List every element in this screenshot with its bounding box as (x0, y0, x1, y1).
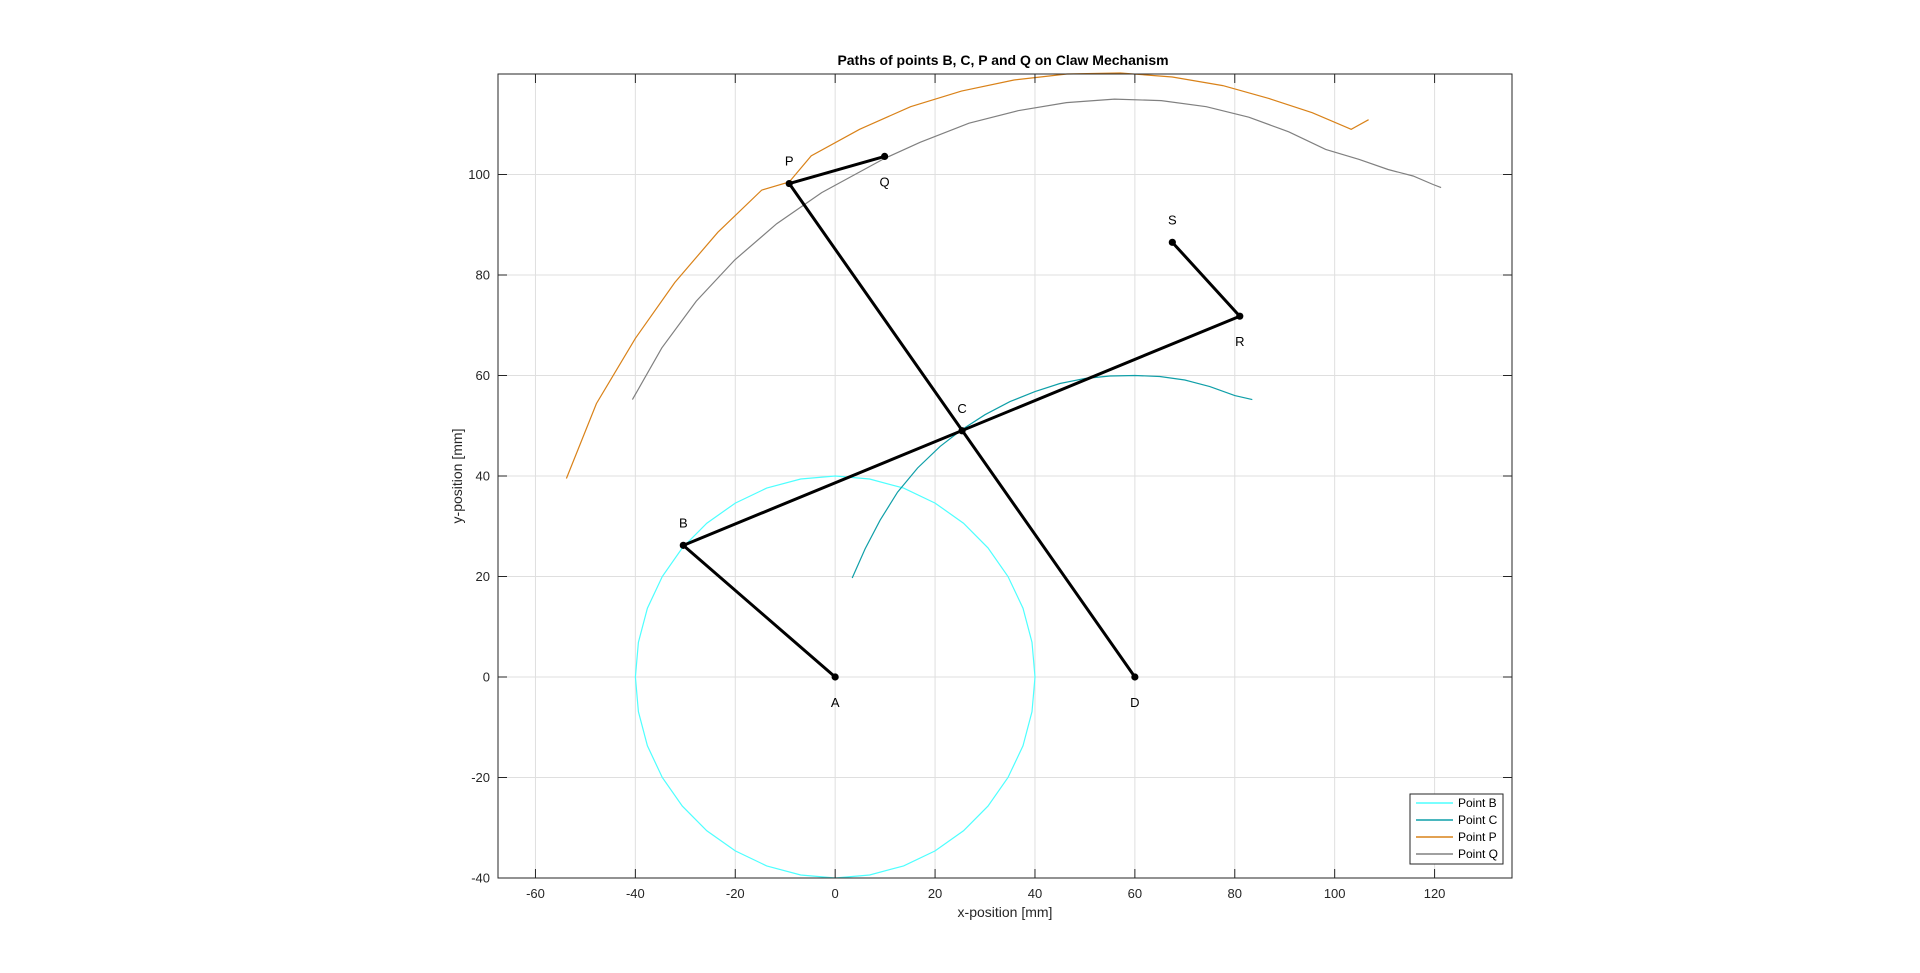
link-rs (1170, 240, 1242, 318)
y-tick-label: 20 (476, 569, 490, 584)
joint-a (831, 673, 839, 681)
x-tick-label: 80 (1228, 886, 1242, 901)
x-tick-label: 60 (1128, 886, 1142, 901)
x-tick-labels: -60 -40 -20 0 20 40 60 80 100 120 (526, 886, 1445, 901)
y-axis-label: y-position [mm] (449, 429, 465, 524)
y-tick-label: 40 (476, 469, 490, 484)
joint-label-c: C (957, 401, 966, 416)
y-tick-label: 0 (483, 670, 490, 685)
chart-title: Paths of points B, C, P and Q on Claw Me… (837, 52, 1168, 68)
series-point-p-path (565, 72, 1369, 479)
x-tick-label: 120 (1424, 886, 1446, 901)
series-point-c-path (851, 374, 1253, 579)
x-tick-label: 40 (1028, 886, 1042, 901)
joint-label-q: Q (880, 174, 890, 189)
series-point-q-path (631, 98, 1442, 400)
link-ab (681, 543, 837, 679)
plot-area: A B C D P Q R S (497, 72, 1513, 879)
joint-label-r: R (1235, 334, 1244, 349)
y-tick-label: -40 (471, 871, 490, 886)
x-tick-label: 20 (928, 886, 942, 901)
legend-label-point-b: Point B (1458, 796, 1497, 810)
series-layer (565, 72, 1442, 879)
legend-entries: Point B Point C Point P Point Q (1416, 796, 1498, 861)
legend-label-point-c: Point C (1458, 813, 1498, 827)
x-tick-label: -20 (726, 886, 745, 901)
legend-box (1409, 793, 1504, 865)
y-tick-label: 60 (476, 368, 490, 383)
link-pq (787, 154, 887, 186)
x-tick-label: 0 (832, 886, 839, 901)
joint-r (1236, 312, 1244, 320)
joint-b (679, 541, 687, 549)
x-tick-label: -40 (626, 886, 645, 901)
joint-d (1131, 673, 1139, 681)
joint-label-a: A (831, 695, 840, 710)
joint-s (1168, 238, 1176, 246)
legend: Point B Point C Point P Point Q (1409, 793, 1504, 865)
axis-ticks (498, 74, 1512, 879)
joint-q (881, 152, 889, 161)
y-tick-labels: -40 -20 0 20 40 60 80 100 (468, 167, 490, 886)
y-tick-label: 100 (468, 167, 490, 182)
joint-c (958, 427, 966, 435)
joint-label-s: S (1168, 212, 1177, 227)
legend-label-point-p: Point P (1458, 830, 1497, 844)
joint-label-b: B (679, 515, 688, 530)
joint-p (785, 179, 793, 188)
joint-label-d: D (1130, 695, 1139, 710)
mechanism-layer: A B C D P Q R S (679, 152, 1244, 710)
y-tick-label: 80 (476, 268, 490, 283)
x-tick-label: 100 (1324, 886, 1346, 901)
series-point-b-path (634, 475, 1036, 879)
joint-label-p: P (785, 154, 794, 169)
x-axis-label: x-position [mm] (958, 904, 1053, 920)
legend-label-point-q: Point Q (1458, 847, 1498, 861)
y-tick-label: -20 (471, 770, 490, 785)
x-tick-label: -60 (526, 886, 545, 901)
